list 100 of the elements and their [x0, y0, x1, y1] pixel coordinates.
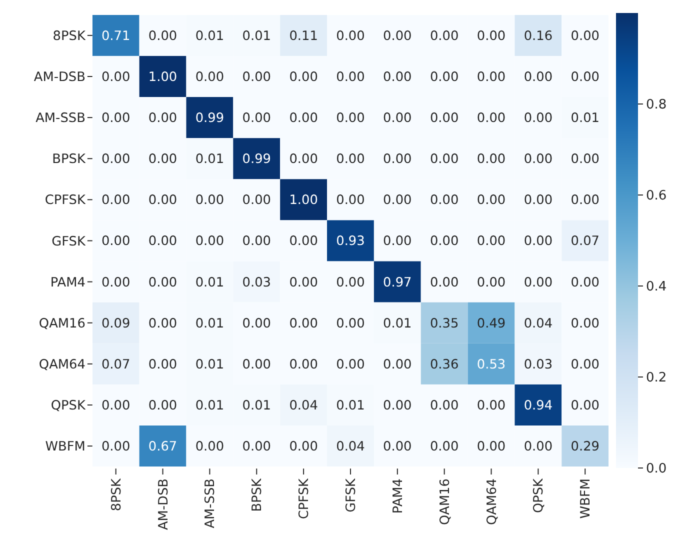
data-label: 0.00	[430, 440, 459, 455]
data-label: 0.00	[242, 316, 271, 332]
y-tick-label: WBFM	[45, 440, 86, 455]
y-tick-label: AM-DSB	[34, 70, 86, 86]
data-label: 0.00	[289, 357, 318, 372]
data-label: 1.00	[148, 70, 178, 86]
data-label: 0.00	[242, 70, 271, 86]
data-label: 0.07	[101, 357, 130, 372]
data-label: 0.94	[524, 398, 553, 414]
color-bar-label: 0.2	[646, 370, 666, 386]
y-tick-label: PAM4	[50, 275, 86, 290]
x-tick-label: QAM16	[438, 478, 453, 525]
data-label: 0.00	[430, 398, 459, 414]
data-label: 0.53	[476, 357, 506, 372]
data-label: 0.00	[430, 70, 459, 86]
data-label: 0.04	[336, 440, 365, 455]
data-label: 0.04	[524, 316, 553, 332]
y-tick-label: CPFSK	[44, 193, 86, 208]
data-label: 0.00	[101, 234, 130, 250]
data-label: 0.00	[289, 111, 318, 126]
data-label: 0.00	[383, 398, 412, 414]
x-tick-label: AM-SSB	[203, 478, 218, 528]
y-tick-label: QAM16	[38, 316, 86, 332]
data-label: 0.00	[289, 316, 318, 332]
data-label: 0.00	[148, 152, 178, 168]
data-label: 0.01	[570, 111, 600, 126]
data-label: 0.00	[570, 193, 600, 208]
color-bar-label: 0.8	[646, 98, 666, 113]
x-tick-label: WBFM	[578, 478, 594, 519]
data-label: 1.00	[289, 193, 318, 208]
data-label: 0.36	[430, 357, 459, 372]
data-label: 0.00	[476, 152, 506, 168]
data-label: 0.00	[476, 440, 506, 455]
y-tick-label: AM-SSB	[36, 111, 86, 126]
data-label: 0.11	[289, 28, 318, 44]
data-label: 0.00	[336, 316, 365, 332]
data-label: 0.00	[476, 234, 506, 250]
x-tick-label: BPSK	[250, 478, 266, 512]
data-label: 0.00	[148, 398, 178, 414]
data-label: 0.00	[242, 234, 271, 250]
data-label: 0.00	[101, 70, 130, 86]
data-label: 0.00	[148, 193, 178, 208]
data-label: 0.00	[383, 193, 412, 208]
data-label: 0.00	[195, 193, 224, 208]
y-tick-label: BPSK	[52, 152, 86, 168]
data-label: 0.00	[101, 111, 130, 126]
data-label: 0.00	[101, 193, 130, 208]
data-label: 0.93	[336, 234, 365, 250]
data-label: 0.00	[383, 152, 412, 168]
data-label: 0.00	[383, 357, 412, 372]
data-label: 0.00	[289, 440, 318, 455]
data-label: 0.99	[195, 111, 224, 126]
data-label: 0.97	[383, 275, 412, 290]
data-label: 0.71	[101, 28, 130, 44]
data-label: 0.00	[524, 440, 553, 455]
data-label: 0.01	[195, 357, 224, 372]
x-tick-label: QAM64	[484, 478, 500, 525]
data-label: 0.00	[524, 111, 553, 126]
y-tick-label: QPSK	[50, 398, 86, 414]
data-label: 0.35	[430, 316, 459, 332]
data-label: 0.00	[570, 398, 600, 414]
data-label: 0.00	[242, 193, 271, 208]
data-label: 0.00	[383, 70, 412, 86]
data-label: 0.01	[195, 316, 224, 332]
color-bar-label: 0.0	[646, 462, 666, 477]
data-label: 0.00	[524, 275, 553, 290]
data-label: 0.00	[336, 152, 365, 168]
data-label: 0.16	[524, 28, 553, 44]
data-label: 0.00	[430, 275, 459, 290]
data-label: 0.00	[430, 111, 459, 126]
data-label: 0.00	[336, 275, 365, 290]
data-label: 0.99	[242, 152, 271, 168]
data-label: 0.00	[289, 234, 318, 250]
data-label: 0.00	[336, 70, 365, 86]
data-label: 0.00	[570, 70, 600, 86]
data-label: 0.00	[476, 70, 506, 86]
data-label: 0.67	[148, 440, 178, 455]
data-label: 0.01	[195, 275, 224, 290]
data-label: 0.00	[430, 28, 459, 44]
data-label: 0.01	[242, 28, 271, 44]
data-label: 0.00	[570, 357, 600, 372]
y-tick-label: 8PSK	[52, 29, 86, 44]
data-label: 0.00	[148, 111, 178, 126]
data-label: 0.01	[383, 316, 412, 332]
data-label: 0.00	[242, 440, 271, 455]
data-label: 0.01	[195, 152, 224, 168]
data-label: 0.29	[570, 440, 600, 455]
data-label: 0.00	[195, 440, 224, 455]
y-tick-label: GFSK	[52, 234, 86, 250]
data-label: 0.00	[476, 111, 506, 126]
data-label: 0.00	[148, 316, 178, 332]
y-tick-label: QAM64	[38, 358, 86, 373]
data-label: 0.00	[524, 234, 553, 250]
data-label: 0.00	[195, 234, 224, 250]
data-label: 0.03	[242, 275, 271, 290]
data-label: 0.00	[101, 152, 130, 168]
data-label: 0.01	[242, 398, 271, 414]
data-label: 0.00	[101, 275, 130, 290]
data-label: 0.00	[383, 440, 412, 455]
data-label: 0.00	[148, 275, 178, 290]
